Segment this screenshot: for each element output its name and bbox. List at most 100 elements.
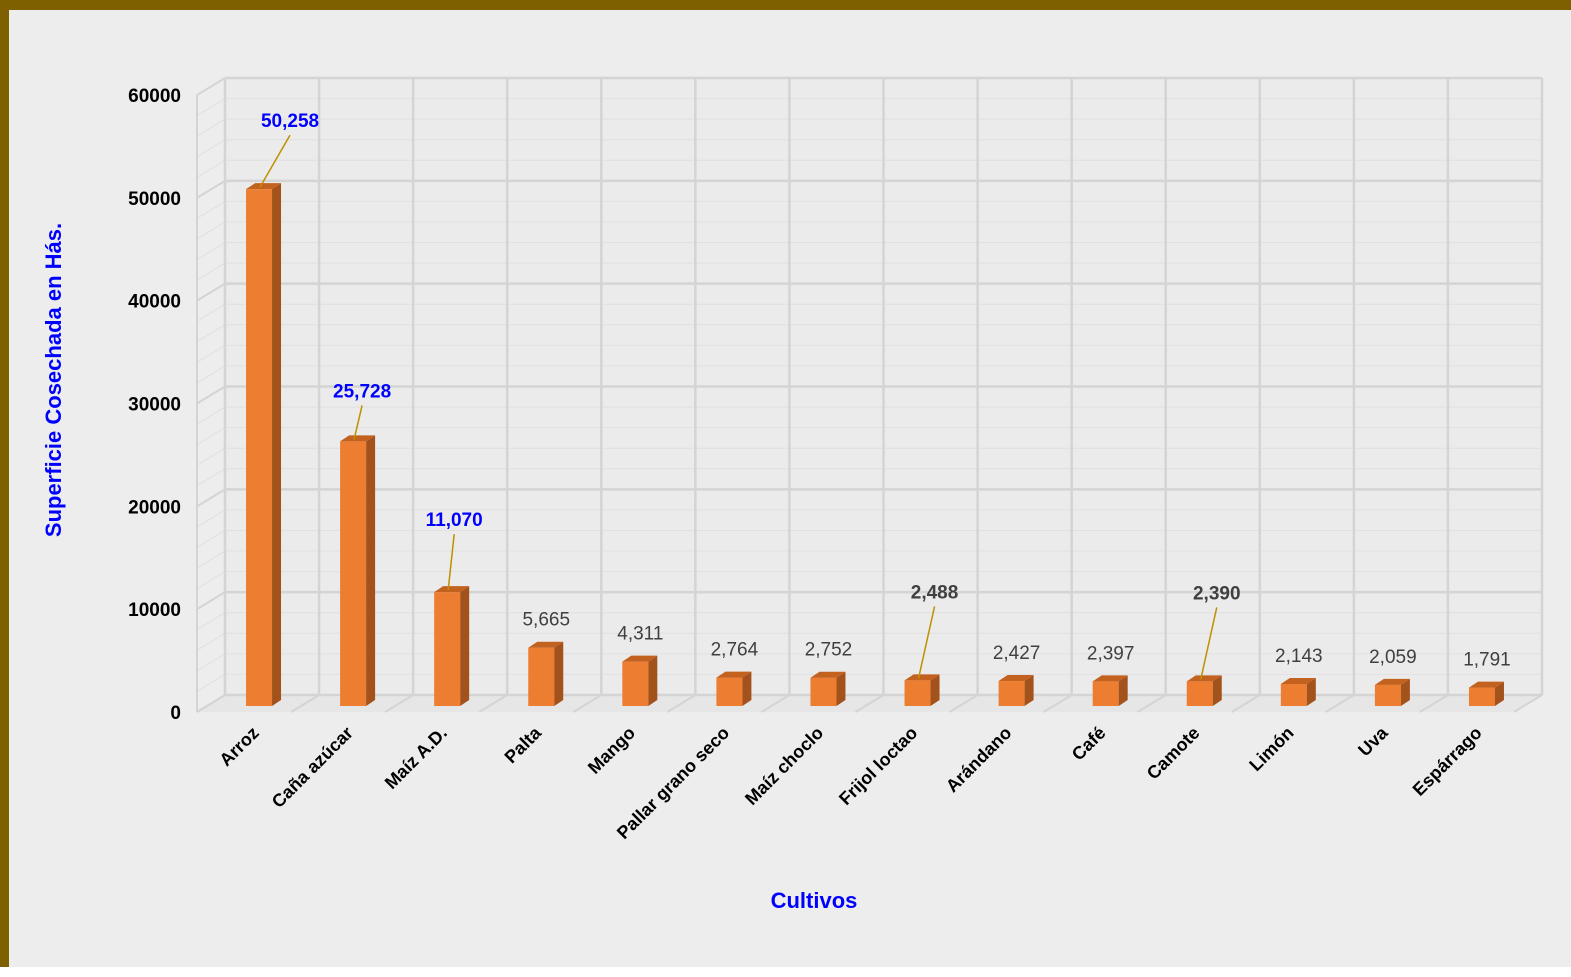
data-label: 4,311 (617, 624, 663, 645)
category-label: Caña azúcar (268, 723, 357, 812)
gridline-side (196, 447, 226, 466)
leader-line (917, 606, 936, 679)
gridline-side (196, 365, 226, 384)
gridline-side (196, 427, 226, 446)
gridline-side (196, 674, 226, 692)
y-tick-label: 30000 (128, 395, 181, 416)
bar-side (460, 586, 470, 706)
data-label: 50,258 (261, 111, 319, 132)
bar-top (246, 183, 282, 190)
gridline-floor (1137, 694, 1167, 713)
gridline-side (196, 221, 226, 240)
bar (1186, 675, 1222, 706)
gridline-side (196, 139, 226, 158)
bar-top (904, 674, 940, 681)
grid (196, 76, 1544, 713)
gridline-side (196, 344, 226, 363)
gridline-side (196, 653, 226, 672)
bar-side (1118, 675, 1128, 706)
bar (998, 675, 1034, 706)
gridline-side (196, 406, 226, 425)
bar-front (1092, 681, 1119, 706)
category-label: Arroz (215, 723, 262, 770)
gridline-floor (1043, 694, 1073, 713)
gridline-floor (1231, 694, 1261, 713)
gridline-floor (384, 694, 414, 713)
data-label: 2,059 (1369, 647, 1417, 668)
gridline-floor (572, 694, 602, 713)
gridline-side (196, 468, 226, 487)
bar (622, 655, 658, 706)
gridline-side (196, 282, 226, 302)
y-tick-label: 10000 (128, 600, 181, 621)
bar-side (1306, 677, 1316, 706)
gridline-side (196, 98, 226, 116)
gridline-floor (666, 694, 696, 713)
category-label: Maíz A.D. (381, 723, 451, 793)
gridline-floor (949, 694, 979, 713)
leader-line (259, 134, 291, 188)
bar (1468, 681, 1504, 706)
x-axis-categories: Arroz Caña azúcar Maíz A.D. Palta MangoPalla… (215, 722, 1485, 843)
bars (246, 183, 1504, 706)
bar (528, 641, 564, 706)
gridline-floor (760, 694, 790, 713)
gridline-side (196, 530, 226, 548)
category-label: Espárrago (1409, 723, 1486, 800)
data-label: 2,143 (1275, 646, 1323, 667)
bar-front (528, 647, 555, 706)
gridline-side (196, 324, 226, 343)
bar-side (648, 655, 658, 706)
category-label: Arándano (942, 723, 1016, 797)
bar-top (1280, 677, 1316, 684)
bar-front (904, 680, 931, 706)
bar-side (554, 641, 564, 706)
bar-top (434, 586, 470, 593)
bar-top (1468, 681, 1504, 688)
gridline-floor (854, 694, 885, 713)
bar-side (1494, 681, 1504, 706)
bar (810, 671, 846, 706)
bar-side (930, 674, 940, 706)
data-label: 2,397 (1087, 643, 1135, 664)
gridline-side (196, 303, 226, 322)
data-labels: 50,258 25,728 11,070 5,665 4,311 2,764 2,752 2,… (259, 111, 1511, 680)
gridline-floor (478, 694, 508, 713)
bar-top (998, 675, 1034, 682)
gridline-side (196, 509, 226, 528)
bar-front (810, 677, 837, 706)
gridline-floor (1513, 694, 1543, 713)
data-label: 2,752 (805, 640, 853, 661)
y-tick-label: 20000 (128, 497, 181, 518)
category-label: Café (1068, 723, 1110, 765)
bar-side (272, 183, 282, 706)
gridline-side (196, 242, 226, 260)
bar-side (1212, 675, 1222, 706)
y-tick-label: 60000 (128, 86, 181, 107)
bar-front (716, 677, 743, 706)
category-label: Uva (1354, 722, 1392, 760)
data-label: 5,665 (522, 610, 570, 631)
bar-top (716, 671, 752, 678)
bar (716, 671, 752, 706)
data-label: 25,728 (333, 381, 391, 402)
data-label: 2,390 (1193, 583, 1241, 604)
category-label: Camote (1143, 723, 1204, 784)
gridline-side (196, 200, 226, 219)
bar-side (366, 435, 376, 706)
category-label: Maíz choclo (741, 723, 827, 809)
bar (904, 674, 940, 706)
gridline-floor (290, 694, 320, 713)
bar-front (434, 592, 461, 706)
gridline-side (196, 550, 226, 569)
data-label: 11,070 (426, 510, 483, 531)
category-label: Mango (584, 723, 639, 778)
gridline-side (196, 159, 226, 178)
data-label: 2,764 (711, 640, 759, 661)
y-tick-label: 50000 (128, 189, 181, 210)
gridline-side (196, 385, 226, 405)
bar-top (810, 671, 846, 678)
bar-top (622, 655, 658, 662)
bar-top (1092, 675, 1128, 682)
bar-front (340, 441, 367, 706)
